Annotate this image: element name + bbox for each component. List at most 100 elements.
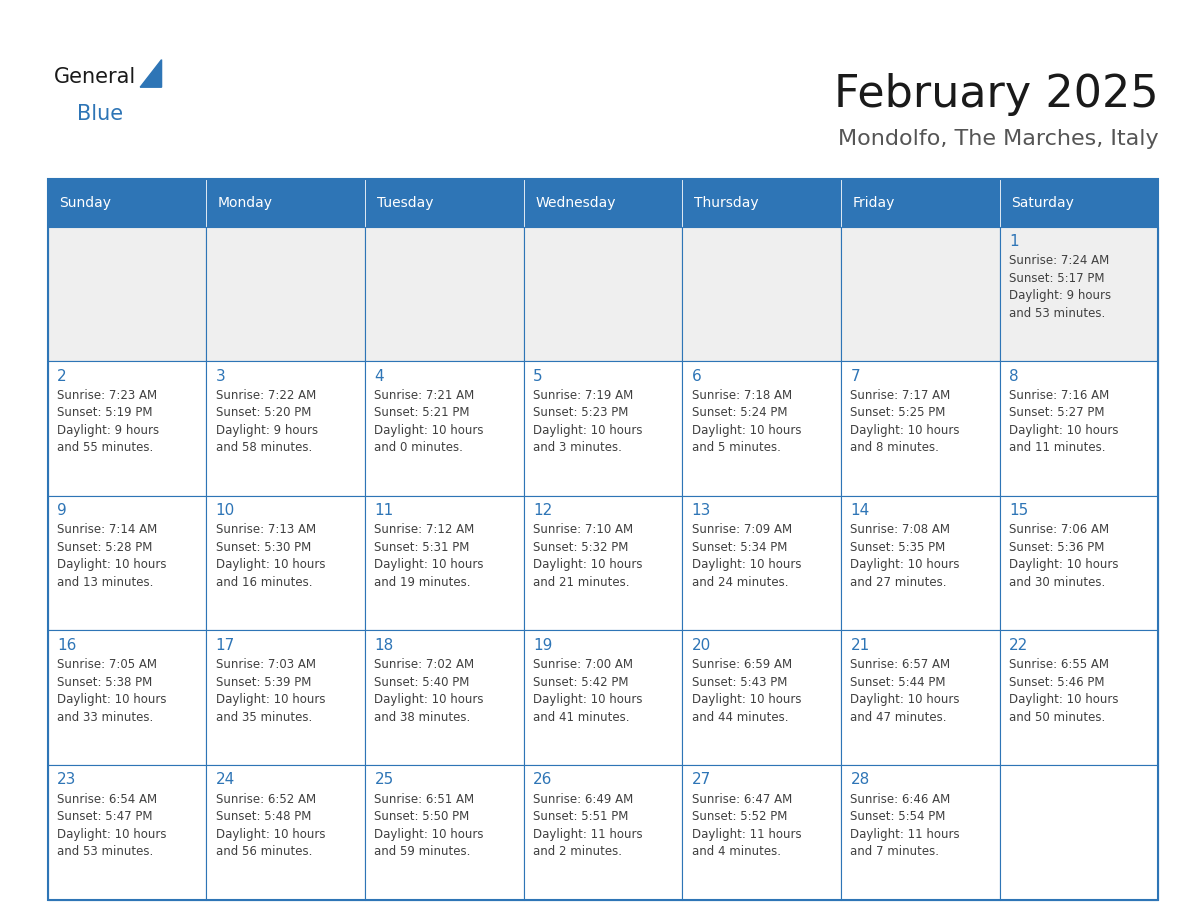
Bar [207,362,365,496]
Text: 2: 2 [57,369,67,384]
Bar [841,765,999,900]
Text: Sunrise: 6:52 AM
Sunset: 5:48 PM
Daylight: 10 hours
and 56 minutes.: Sunrise: 6:52 AM Sunset: 5:48 PM Dayligh… [216,792,326,858]
Text: 25: 25 [374,772,393,788]
Bar [524,227,682,362]
Text: 14: 14 [851,503,870,519]
Text: 22: 22 [1009,638,1029,653]
Bar [524,496,682,631]
Text: Sunrise: 7:24 AM
Sunset: 5:17 PM
Daylight: 9 hours
and 53 minutes.: Sunrise: 7:24 AM Sunset: 5:17 PM Dayligh… [1009,254,1111,319]
Bar [682,179,841,227]
Bar [682,362,841,496]
Polygon shape [140,60,162,87]
Text: 10: 10 [216,503,235,519]
Text: 27: 27 [691,772,710,788]
Bar [207,631,365,765]
Text: Sunrise: 7:18 AM
Sunset: 5:24 PM
Daylight: 10 hours
and 5 minutes.: Sunrise: 7:18 AM Sunset: 5:24 PM Dayligh… [691,389,801,454]
Bar [682,765,841,900]
Text: Sunrise: 7:08 AM
Sunset: 5:35 PM
Daylight: 10 hours
and 27 minutes.: Sunrise: 7:08 AM Sunset: 5:35 PM Dayligh… [851,523,960,589]
Text: Sunrise: 7:00 AM
Sunset: 5:42 PM
Daylight: 10 hours
and 41 minutes.: Sunrise: 7:00 AM Sunset: 5:42 PM Dayligh… [533,658,643,723]
Bar [999,227,1158,362]
Bar [48,631,207,765]
Bar [365,631,524,765]
Bar [524,179,682,227]
Text: Monday: Monday [219,196,273,210]
Bar [841,362,999,496]
Bar [365,179,524,227]
Text: Sunrise: 7:05 AM
Sunset: 5:38 PM
Daylight: 10 hours
and 33 minutes.: Sunrise: 7:05 AM Sunset: 5:38 PM Dayligh… [57,658,166,723]
Bar [524,362,682,496]
Text: 17: 17 [216,638,235,653]
Text: 28: 28 [851,772,870,788]
Bar [48,179,207,227]
Bar [999,362,1158,496]
Text: Sunrise: 6:47 AM
Sunset: 5:52 PM
Daylight: 11 hours
and 4 minutes.: Sunrise: 6:47 AM Sunset: 5:52 PM Dayligh… [691,792,802,858]
Text: General: General [53,67,135,87]
Text: Sunrise: 7:12 AM
Sunset: 5:31 PM
Daylight: 10 hours
and 19 minutes.: Sunrise: 7:12 AM Sunset: 5:31 PM Dayligh… [374,523,484,589]
Text: Sunrise: 6:46 AM
Sunset: 5:54 PM
Daylight: 11 hours
and 7 minutes.: Sunrise: 6:46 AM Sunset: 5:54 PM Dayligh… [851,792,960,858]
Text: 20: 20 [691,638,710,653]
Text: Sunday: Sunday [59,196,112,210]
Bar [365,227,524,362]
Text: 13: 13 [691,503,712,519]
Bar [524,631,682,765]
Text: 21: 21 [851,638,870,653]
Bar [999,179,1158,227]
Bar [682,496,841,631]
Text: 12: 12 [533,503,552,519]
Text: Sunrise: 7:02 AM
Sunset: 5:40 PM
Daylight: 10 hours
and 38 minutes.: Sunrise: 7:02 AM Sunset: 5:40 PM Dayligh… [374,658,484,723]
Bar [841,631,999,765]
Text: 5: 5 [533,369,543,384]
Text: Sunrise: 6:54 AM
Sunset: 5:47 PM
Daylight: 10 hours
and 53 minutes.: Sunrise: 6:54 AM Sunset: 5:47 PM Dayligh… [57,792,166,858]
Bar [999,765,1158,900]
Text: 3: 3 [216,369,226,384]
Text: Sunrise: 6:51 AM
Sunset: 5:50 PM
Daylight: 10 hours
and 59 minutes.: Sunrise: 6:51 AM Sunset: 5:50 PM Dayligh… [374,792,484,858]
Bar [841,179,999,227]
Bar [999,631,1158,765]
Text: Saturday: Saturday [1011,196,1074,210]
Text: 11: 11 [374,503,393,519]
Text: Sunrise: 6:57 AM
Sunset: 5:44 PM
Daylight: 10 hours
and 47 minutes.: Sunrise: 6:57 AM Sunset: 5:44 PM Dayligh… [851,658,960,723]
Bar [48,227,207,362]
Text: Friday: Friday [853,196,896,210]
Text: 18: 18 [374,638,393,653]
Text: Sunrise: 7:21 AM
Sunset: 5:21 PM
Daylight: 10 hours
and 0 minutes.: Sunrise: 7:21 AM Sunset: 5:21 PM Dayligh… [374,389,484,454]
Bar [682,227,841,362]
Bar [48,362,207,496]
Bar [365,765,524,900]
Text: 6: 6 [691,369,701,384]
Bar [207,227,365,362]
Text: Sunrise: 7:10 AM
Sunset: 5:32 PM
Daylight: 10 hours
and 21 minutes.: Sunrise: 7:10 AM Sunset: 5:32 PM Dayligh… [533,523,643,589]
Text: Sunrise: 7:22 AM
Sunset: 5:20 PM
Daylight: 9 hours
and 58 minutes.: Sunrise: 7:22 AM Sunset: 5:20 PM Dayligh… [216,389,318,454]
Bar [48,496,207,631]
Text: Blue: Blue [77,104,124,124]
Bar [365,496,524,631]
Text: Sunrise: 7:06 AM
Sunset: 5:36 PM
Daylight: 10 hours
and 30 minutes.: Sunrise: 7:06 AM Sunset: 5:36 PM Dayligh… [1009,523,1119,589]
Bar [207,496,365,631]
Bar [524,765,682,900]
Text: Sunrise: 7:09 AM
Sunset: 5:34 PM
Daylight: 10 hours
and 24 minutes.: Sunrise: 7:09 AM Sunset: 5:34 PM Dayligh… [691,523,801,589]
Text: February 2025: February 2025 [834,73,1158,117]
Bar [841,227,999,362]
Text: Sunrise: 7:17 AM
Sunset: 5:25 PM
Daylight: 10 hours
and 8 minutes.: Sunrise: 7:17 AM Sunset: 5:25 PM Dayligh… [851,389,960,454]
Text: Sunrise: 7:13 AM
Sunset: 5:30 PM
Daylight: 10 hours
and 16 minutes.: Sunrise: 7:13 AM Sunset: 5:30 PM Dayligh… [216,523,326,589]
Text: 4: 4 [374,369,384,384]
Text: Tuesday: Tuesday [377,196,434,210]
Bar [682,631,841,765]
Bar [48,765,207,900]
Text: Sunrise: 7:23 AM
Sunset: 5:19 PM
Daylight: 9 hours
and 55 minutes.: Sunrise: 7:23 AM Sunset: 5:19 PM Dayligh… [57,389,159,454]
Text: 23: 23 [57,772,76,788]
Text: 19: 19 [533,638,552,653]
Text: Wednesday: Wednesday [536,196,615,210]
Bar [48,179,1158,900]
Text: Mondolfo, The Marches, Italy: Mondolfo, The Marches, Italy [838,129,1158,149]
Text: 1: 1 [1009,234,1019,249]
Text: Thursday: Thursday [694,196,759,210]
Text: 8: 8 [1009,369,1019,384]
Text: Sunrise: 6:59 AM
Sunset: 5:43 PM
Daylight: 10 hours
and 44 minutes.: Sunrise: 6:59 AM Sunset: 5:43 PM Dayligh… [691,658,801,723]
Bar [999,496,1158,631]
Text: Sunrise: 7:16 AM
Sunset: 5:27 PM
Daylight: 10 hours
and 11 minutes.: Sunrise: 7:16 AM Sunset: 5:27 PM Dayligh… [1009,389,1119,454]
Bar [841,496,999,631]
Text: Sunrise: 7:14 AM
Sunset: 5:28 PM
Daylight: 10 hours
and 13 minutes.: Sunrise: 7:14 AM Sunset: 5:28 PM Dayligh… [57,523,166,589]
Text: 16: 16 [57,638,76,653]
Bar [207,179,365,227]
